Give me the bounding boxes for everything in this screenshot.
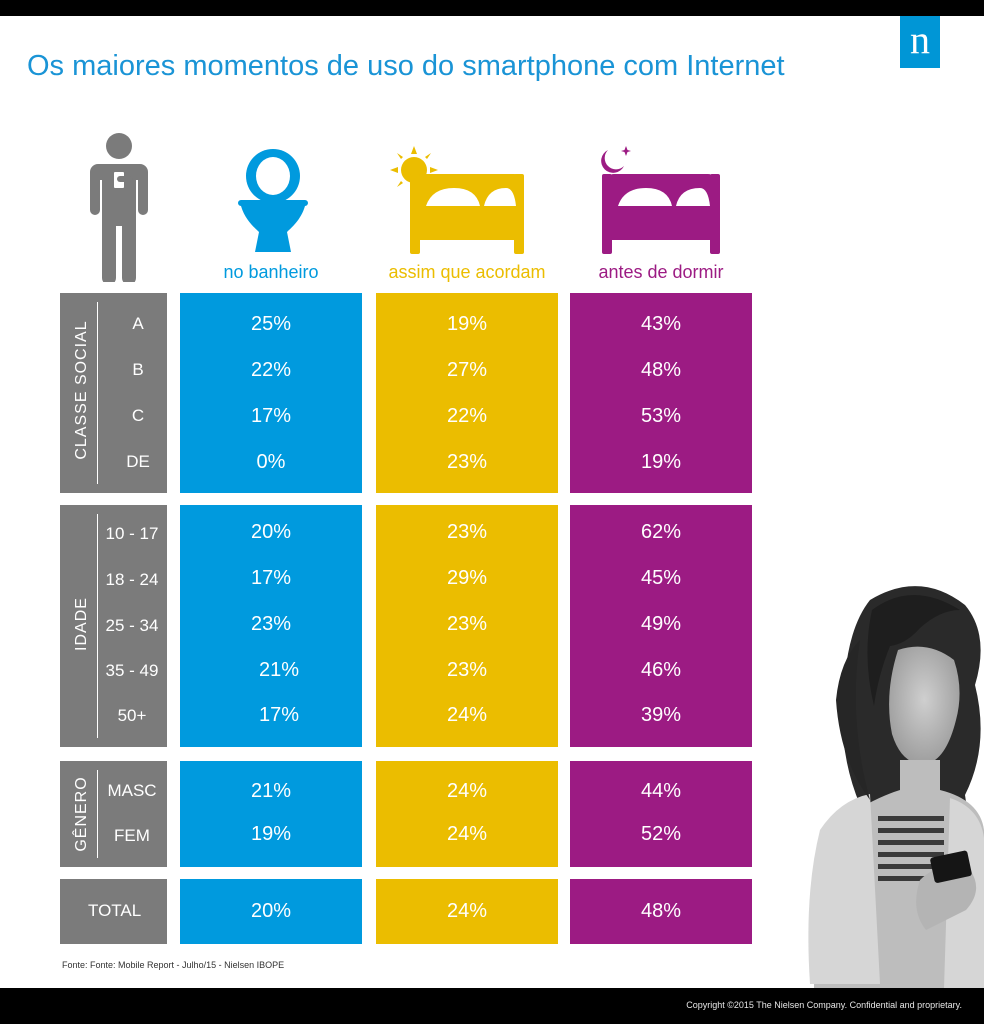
value-cell: 46% xyxy=(640,659,682,681)
value-cell: 19% xyxy=(250,823,292,845)
row-label-fem: FEM xyxy=(114,826,150,845)
classe-social-banheiro-panel xyxy=(180,293,362,493)
row-label-c: C xyxy=(131,406,145,425)
genero-group-label: GÊNERO xyxy=(73,776,90,852)
value-cell: 39% xyxy=(640,704,682,726)
classe-social-divider xyxy=(97,302,98,484)
row-label-10-17: 10 - 17 xyxy=(105,524,159,543)
row-label-18-24: 18 - 24 xyxy=(105,570,159,589)
total-dormir-panel xyxy=(570,879,752,944)
value-cell: 24% xyxy=(446,823,488,845)
value-cell: 23% xyxy=(446,451,488,473)
value-cell: 48% xyxy=(640,900,682,922)
copyright-text: Copyright ©2015 The Nielsen Company. Con… xyxy=(686,1000,962,1010)
total-acordam-panel xyxy=(376,879,558,944)
value-cell: 20% xyxy=(250,900,292,922)
value-cell: 44% xyxy=(640,780,682,802)
nielsen-logo: n xyxy=(900,16,940,68)
column-header-no-banheiro: no banheiro xyxy=(223,262,319,282)
classe-social-acordam-panel xyxy=(376,293,558,493)
value-cell: 22% xyxy=(446,405,488,427)
value-cell: 48% xyxy=(640,359,682,381)
value-cell: 21% xyxy=(258,659,300,681)
genero-label-panel xyxy=(60,761,167,867)
genero-banheiro-panel xyxy=(180,761,362,867)
moon-bed-icon xyxy=(601,146,720,254)
row-label-masc: MASC xyxy=(107,781,157,800)
value-cell: 62% xyxy=(640,521,682,543)
value-cell: 27% xyxy=(446,359,488,381)
source-note: Fonte: Fonte: Mobile Report - Julho/15 -… xyxy=(62,960,285,970)
value-cell: 29% xyxy=(446,567,488,589)
idade-group-label: IDADE xyxy=(73,597,90,651)
woman-with-phone-photo xyxy=(808,586,984,988)
classe-social-dormir-panel xyxy=(570,293,752,493)
value-cell: 23% xyxy=(446,659,488,681)
total-label-panel xyxy=(60,879,167,944)
value-cell: 21% xyxy=(250,780,292,802)
value-cell: 52% xyxy=(640,823,682,845)
classe-social-label-panel xyxy=(60,293,167,493)
page-title: Os maiores momentos de uso do smartphone… xyxy=(27,50,785,82)
value-cell: 17% xyxy=(258,704,300,726)
row-label-35-49: 35 - 49 xyxy=(105,661,159,680)
value-cell: 22% xyxy=(250,359,292,381)
genero-divider xyxy=(97,770,98,858)
value-cell: 25% xyxy=(250,313,292,335)
value-cell: 45% xyxy=(640,567,682,589)
person-with-phone-icon xyxy=(90,133,148,282)
value-cell: 23% xyxy=(446,521,488,543)
row-label-a: A xyxy=(132,314,144,333)
footer-bar xyxy=(0,988,984,1024)
toilet-icon xyxy=(238,149,308,252)
value-cell: 24% xyxy=(446,704,488,726)
value-cell: 43% xyxy=(640,313,682,335)
logo-letter: n xyxy=(910,17,930,62)
classe-social-group-label: CLASSE SOCIAL xyxy=(73,320,90,460)
row-label-total: TOTAL xyxy=(88,901,142,920)
value-cell: 17% xyxy=(250,405,292,427)
value-cell: 24% xyxy=(446,900,488,922)
column-header-assim-que-acordam: assim que acordam xyxy=(388,262,546,282)
row-label-b: B xyxy=(132,360,144,379)
idade-acordam-panel xyxy=(376,505,558,747)
value-cell: 19% xyxy=(640,451,682,473)
value-cell: 49% xyxy=(640,613,682,635)
genero-acordam-panel xyxy=(376,761,558,867)
top-bar xyxy=(0,0,984,16)
row-label-50-plus: 50+ xyxy=(117,706,147,725)
value-cell: 20% xyxy=(250,521,292,543)
genero-dormir-panel xyxy=(570,761,752,867)
value-cell: 17% xyxy=(250,567,292,589)
value-cell: 23% xyxy=(446,613,488,635)
idade-dormir-panel xyxy=(570,505,752,747)
column-header-antes-de-dormir: antes de dormir xyxy=(598,262,724,282)
idade-banheiro-panel xyxy=(180,505,362,747)
total-banheiro-panel xyxy=(180,879,362,944)
value-cell: 53% xyxy=(640,405,682,427)
sun-bed-icon xyxy=(390,146,524,254)
row-label-25-34: 25 - 34 xyxy=(105,616,159,635)
idade-divider xyxy=(97,514,98,738)
row-label-de: DE xyxy=(126,452,150,471)
value-cell: 24% xyxy=(446,780,488,802)
value-cell: 19% xyxy=(446,313,488,335)
value-cell: 23% xyxy=(250,613,292,635)
value-cell: 0% xyxy=(256,451,286,473)
idade-label-panel xyxy=(60,505,167,747)
